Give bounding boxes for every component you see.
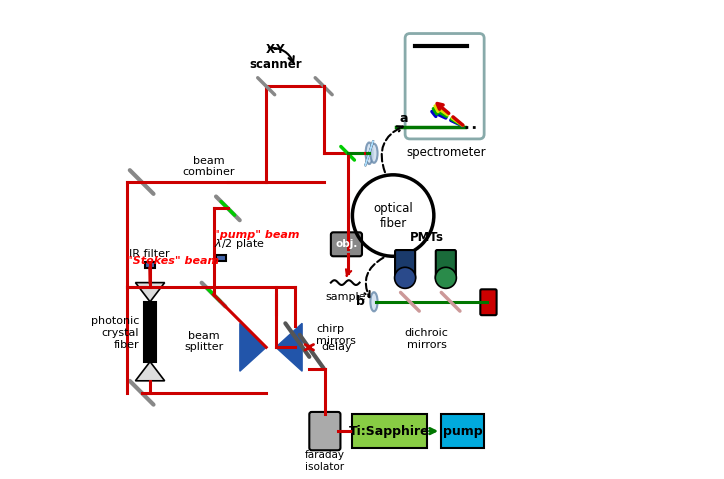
FancyBboxPatch shape <box>441 414 484 448</box>
Text: IR filter: IR filter <box>130 249 170 259</box>
FancyBboxPatch shape <box>353 414 426 448</box>
FancyBboxPatch shape <box>405 34 484 139</box>
Polygon shape <box>276 323 302 371</box>
FancyBboxPatch shape <box>480 289 497 315</box>
Text: obj.: obj. <box>335 240 358 249</box>
Text: dichroic
mirrors: dichroic mirrors <box>405 328 449 350</box>
Text: beam
combiner: beam combiner <box>182 156 235 177</box>
Ellipse shape <box>371 292 378 311</box>
Text: $\lambda$/2 plate: $\lambda$/2 plate <box>214 238 264 251</box>
Text: PMTs: PMTs <box>410 231 444 244</box>
FancyBboxPatch shape <box>216 255 227 261</box>
Text: spectrometer: spectrometer <box>406 146 486 159</box>
Text: a: a <box>399 112 408 125</box>
Text: beam
splitter: beam splitter <box>185 331 224 352</box>
Text: "Stokes" beam: "Stokes" beam <box>127 256 219 266</box>
Circle shape <box>435 267 456 288</box>
Polygon shape <box>135 362 164 381</box>
Text: "pump" beam: "pump" beam <box>214 229 299 240</box>
FancyBboxPatch shape <box>145 262 155 268</box>
Text: delay: delay <box>321 342 352 352</box>
Text: sample: sample <box>325 292 366 302</box>
Text: Ti:Sapphire: Ti:Sapphire <box>349 424 430 438</box>
Ellipse shape <box>366 143 373 164</box>
FancyBboxPatch shape <box>144 302 156 362</box>
Polygon shape <box>240 323 266 371</box>
FancyBboxPatch shape <box>395 250 415 279</box>
FancyBboxPatch shape <box>436 250 456 279</box>
Text: X-Y
scanner: X-Y scanner <box>250 43 302 71</box>
Text: photonic
crystal
fiber: photonic crystal fiber <box>91 316 139 350</box>
Polygon shape <box>135 283 164 302</box>
FancyBboxPatch shape <box>331 232 362 256</box>
Ellipse shape <box>371 144 378 163</box>
Text: faraday
isolator: faraday isolator <box>305 450 345 472</box>
Text: optical
fiber: optical fiber <box>374 202 413 229</box>
Text: b: b <box>355 295 364 308</box>
Circle shape <box>395 267 416 288</box>
FancyBboxPatch shape <box>309 412 340 450</box>
Text: chirp
mirrors: chirp mirrors <box>316 324 356 346</box>
Text: pump: pump <box>443 424 482 438</box>
